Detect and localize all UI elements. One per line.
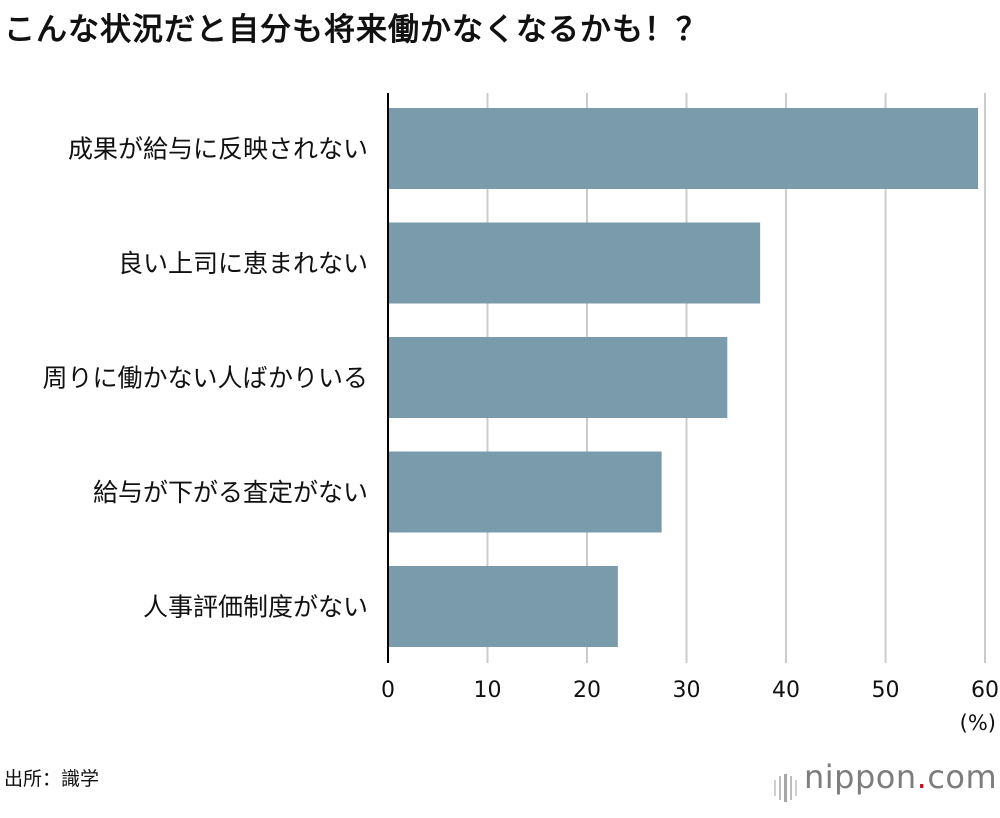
x-tick-label: 30 [673,678,701,703]
logo-wordmark: nippon.com [804,758,997,796]
x-tick-label: 50 [872,678,900,703]
x-tick-label: 20 [573,678,601,703]
category-label: 人事評価制度がない [143,593,368,622]
x-tick-label: 0 [381,678,395,703]
logo-tld: com [927,758,998,796]
bar-chart: 0 10 20 30 40 50 60 成果が給与に反映されない良い上司に恵まれない周りに働か… [42,93,999,735]
bar [388,566,618,647]
category-label: 給与が下がる査定がない [93,478,368,507]
source-note: 出所：識学 [4,768,100,790]
bar [388,108,979,189]
bar [388,337,728,418]
logo-dot: . [916,758,928,796]
chart-title: こんな状況だと自分も将来働かなくなるかも！？ [4,12,708,48]
category-label: 良い上司に恵まれない [118,249,368,278]
category-label: 周りに働かない人ばかりいる [42,364,368,393]
logo-bars-icon [774,774,797,802]
nippon-com-logo: nippon.com [772,758,997,818]
category-label: 成果が給与に反映されない [68,135,368,164]
x-tick-label: 40 [772,678,800,703]
bar [388,451,662,533]
x-tick-label: 10 [474,678,502,703]
bar [388,222,761,304]
unit-label: (%) [960,711,996,735]
x-tick-label: 60 [971,678,999,703]
logo-name: nippon [804,758,917,796]
